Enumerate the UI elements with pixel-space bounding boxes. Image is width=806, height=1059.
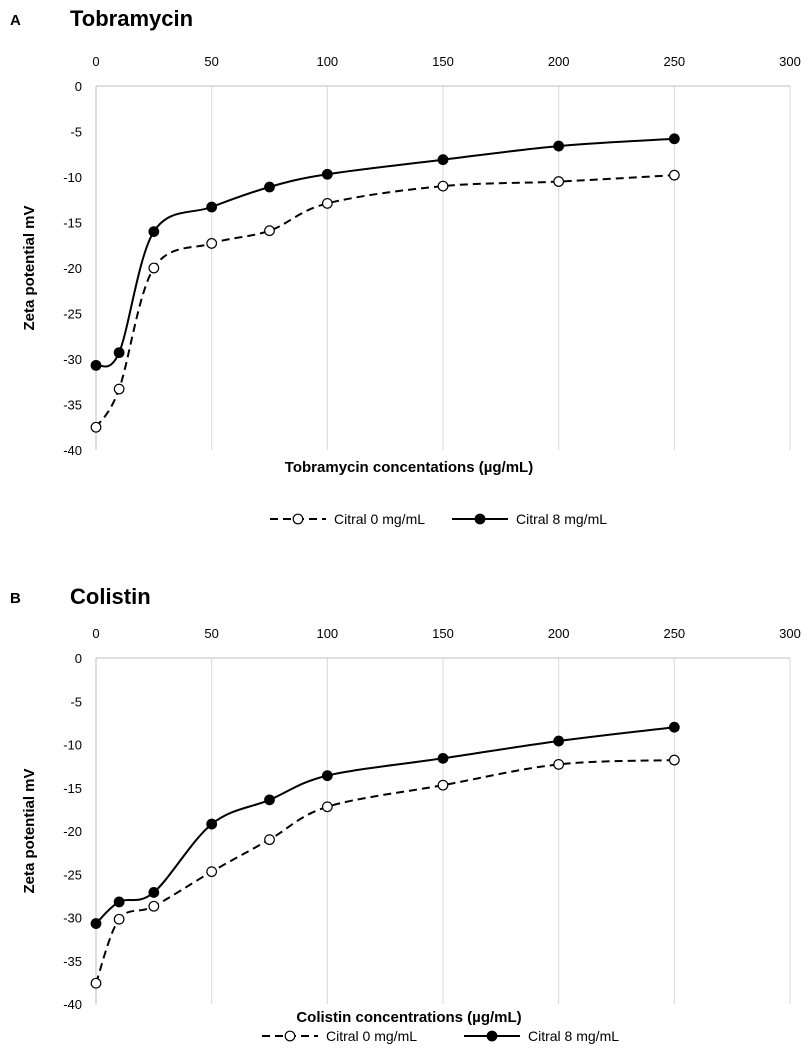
data-point: [321, 168, 333, 180]
legend-label: Citral 0 mg/mL: [326, 1028, 417, 1044]
data-point: [113, 347, 125, 359]
panel-a-label: A: [10, 12, 21, 29]
panel-b-title: Colistin: [70, 584, 151, 609]
data-point: [90, 421, 102, 433]
data-point: [148, 226, 160, 238]
data-point: [668, 754, 680, 766]
data-point: [148, 262, 160, 274]
x-tick-label: 150: [432, 626, 454, 641]
data-point: [668, 133, 680, 145]
data-point: [321, 197, 333, 209]
y-tick-label: -20: [63, 261, 82, 276]
legend-marker: [292, 513, 304, 525]
y-tick-label: -15: [63, 216, 82, 231]
y-tick-label: -10: [63, 170, 82, 185]
x-tick-label: 0: [92, 626, 99, 641]
data-point: [321, 770, 333, 782]
y-tick-label: -40: [63, 443, 82, 458]
legend-marker: [284, 1030, 296, 1042]
x-tick-label: 300: [779, 54, 801, 69]
data-point: [321, 801, 333, 813]
y-tick-label: -20: [63, 824, 82, 839]
data-point: [113, 896, 125, 908]
x-tick-label: 300: [779, 626, 801, 641]
panel-a-chart: 0 50 100 150 200 250 300 0 -5 -10 -15 -20 -25 -30 -35 -…: [21, 54, 801, 527]
x-tick-label: 100: [316, 54, 338, 69]
y-tick-label: -30: [63, 352, 82, 367]
data-point: [90, 359, 102, 371]
y-tick-label: -35: [63, 954, 82, 969]
x-tick-label: 200: [548, 54, 570, 69]
legend-marker: [486, 1030, 498, 1042]
y-axis-title: Zeta potential mV: [21, 205, 38, 330]
data-point: [264, 225, 275, 237]
data-point: [148, 887, 160, 898]
data-point: [553, 176, 565, 187]
data-point: [90, 977, 102, 989]
panel-b: B Colistin 0 50 100 150 200 250 300 0 -5 -10 -15 -2…: [0, 578, 806, 1059]
legend-label: Citral 8 mg/mL: [516, 511, 607, 527]
x-tick-label: 250: [663, 626, 685, 641]
y-tick-label: -40: [63, 997, 82, 1012]
series-line: [95, 174, 675, 428]
data-point: [264, 181, 275, 193]
data-point: [148, 900, 160, 912]
series-line: [95, 137, 675, 368]
y-tick-label: -5: [70, 125, 82, 140]
y-tick-label: -35: [63, 398, 82, 413]
x-tick-label: 100: [316, 626, 338, 641]
y-tick-label: 0: [75, 651, 82, 666]
y-tick-label: 0: [75, 79, 82, 94]
data-point: [437, 779, 449, 791]
data-point: [553, 735, 565, 747]
y-tick-label: -30: [63, 911, 82, 926]
x-axis-title: Tobramycin concentations (µg/mL): [285, 459, 533, 476]
y-tick-label: -10: [63, 738, 82, 753]
data-point: [264, 834, 275, 846]
data-point: [264, 794, 275, 806]
x-tick-label: 50: [204, 626, 218, 641]
panel-a-title: Tobramycin: [70, 6, 194, 31]
data-point: [437, 180, 449, 192]
data-point: [206, 818, 218, 830]
legend-marker: [474, 513, 486, 525]
legend-label: Citral 8 mg/mL: [528, 1028, 619, 1044]
data-point: [206, 201, 218, 213]
x-tick-label: 250: [663, 54, 685, 69]
data-point: [668, 721, 680, 733]
y-tick-label: -25: [63, 307, 82, 322]
x-tick-label: 50: [204, 54, 218, 69]
data-point: [113, 383, 125, 395]
x-axis-title: Colistin concentrations (µg/mL): [296, 1009, 521, 1026]
data-point: [206, 866, 218, 878]
data-point: [553, 758, 565, 770]
x-tick-label: 150: [432, 54, 454, 69]
panel-a: A Tobramycin 0 50 100 150 200 250 300 0 -5 -10 -15…: [10, 6, 801, 527]
data-point: [668, 169, 680, 181]
y-tick-label: -5: [70, 694, 82, 709]
data-point: [437, 752, 449, 764]
series-line: [95, 726, 675, 925]
data-point: [113, 913, 125, 925]
panel-b-label: B: [10, 590, 21, 607]
legend-label: Citral 0 mg/mL: [334, 511, 425, 527]
data-point: [437, 154, 449, 166]
series-line: [95, 759, 675, 984]
y-tick-label: -15: [63, 781, 82, 796]
data-point: [90, 918, 102, 929]
x-tick-label: 0: [92, 54, 99, 69]
data-point: [553, 140, 565, 152]
y-axis-title: Zeta potential mV: [21, 768, 38, 893]
y-tick-label: -25: [63, 867, 82, 882]
data-point: [206, 238, 218, 249]
panel-b-chart: 0 50 100 150 200 250 300 0 -5 -10 -15 -20 -25 -30 -35 -…: [21, 626, 801, 1044]
x-tick-label: 200: [548, 626, 570, 641]
